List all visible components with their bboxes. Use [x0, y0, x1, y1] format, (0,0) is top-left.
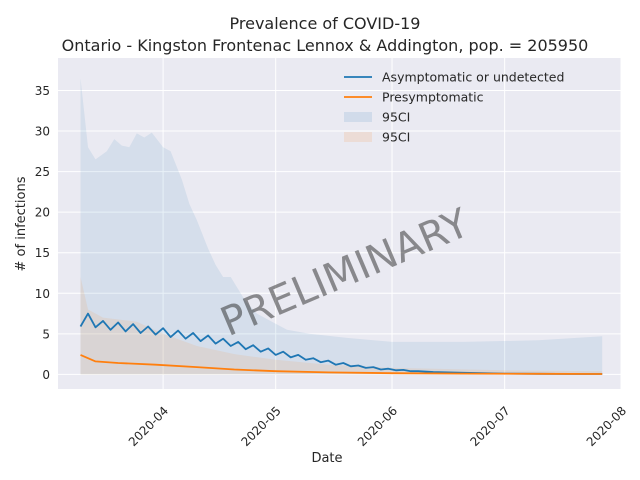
x-tick-label: 2020-07 [467, 404, 512, 449]
chart-subtitle: Ontario - Kingston Frontenac Lennox & Ad… [62, 36, 589, 55]
y-tick-label: 0 [42, 368, 50, 382]
series-lines [79, 312, 603, 375]
legend-label: Asymptomatic or undetected [382, 70, 564, 85]
x-tick-label: 2020-06 [355, 404, 400, 449]
y-tick-label: 10 [35, 287, 50, 301]
y-tick-label: 20 [35, 206, 50, 220]
chart-title: Prevalence of COVID-19 [230, 14, 421, 33]
confidence-band-1 [80, 277, 603, 375]
x-tick-label: 2020-05 [238, 404, 283, 449]
y-tick-label: 25 [35, 165, 50, 179]
confidence-band-0 [80, 78, 603, 375]
gridlines [58, 58, 622, 389]
series-line-asymptomatic [79, 312, 603, 375]
legend-label: Presymptomatic [382, 90, 484, 105]
legend-band-swatch [344, 132, 372, 142]
legend-band-swatch [344, 112, 372, 122]
series-line-presymptomatic [80, 354, 603, 375]
y-axis-label: # of infections [14, 176, 29, 271]
x-tick-label: 2020-08 [584, 404, 629, 449]
legend-label: 95CI [382, 110, 410, 125]
confidence-bands [80, 78, 603, 375]
x-axis-label: Date [311, 451, 342, 466]
y-tick-label: 5 [42, 327, 50, 341]
y-tick-label: 15 [35, 246, 50, 260]
x-tick-label: 2020-04 [126, 404, 171, 449]
y-tick-label: 30 [35, 125, 50, 139]
y-tick-label: 35 [35, 84, 50, 98]
legend: Asymptomatic or undetected Presymptomatic… [344, 70, 564, 145]
legend-label: 95CI [382, 130, 410, 145]
